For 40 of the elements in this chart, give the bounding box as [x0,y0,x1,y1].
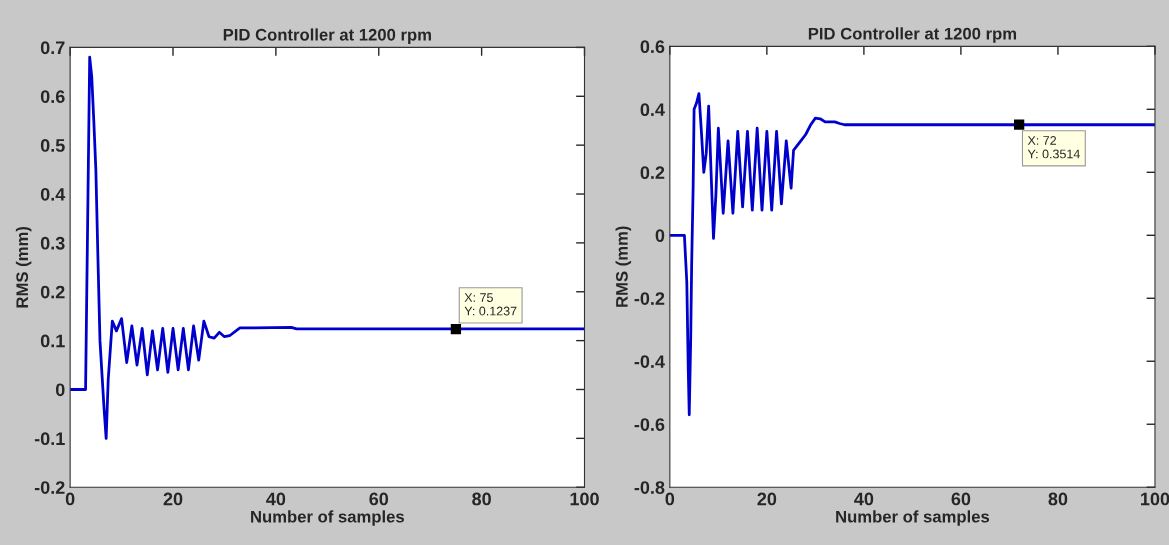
line-series [669,92,1155,417]
y-tick-label: 0.5 [40,139,65,152]
x-axis-title: Number of samples [836,510,990,526]
annotation: X: 75 Y: 0.1237 [464,293,517,316]
x-tick-label: 0 [665,492,675,506]
y-tick-label: 0.2 [40,285,65,299]
y-tick-label: 0.4 [40,187,66,201]
y-tick-label: -0.8 [634,481,665,494]
x-tick-label: 100 [1141,492,1169,506]
y-tick-label: -0.2 [34,481,65,494]
x-tick-label: 60 [951,492,971,506]
annotation: X: 72 Y: 0.3514 [1027,136,1080,159]
x-tick-label: 40 [266,492,286,506]
x-axis-title: Number of samples [251,510,404,526]
y-tick-label: 0.3 [40,236,65,250]
x-tick-label: 20 [163,492,183,506]
y-tick-label: 0.7 [40,41,65,55]
y-tick-label: 0.2 [640,166,665,180]
chart-title: PID Controller at 1200 rpm [808,27,1017,43]
y-axis-title: RMS (mm) [615,226,632,307]
y-tick-label: 0.4 [640,103,665,117]
y-tick-label: -0.6 [634,418,665,431]
y-tick-label: -0.2 [634,292,665,305]
chart-title: PID Controller at 1200 rpm [223,28,431,44]
y-tick-label: 0.1 [40,334,65,348]
y-tick-label: 0.6 [40,90,65,103]
x-tick-label: 80 [1048,492,1068,506]
x-tick-label: 40 [854,492,874,506]
x-tick-label: 100 [570,492,599,506]
x-tick-label: 0 [65,492,75,506]
y-tick-label: 0.6 [640,40,665,54]
y-tick-label: 0 [55,383,65,397]
y-tick-label: -0.4 [634,355,665,368]
x-tick-label: 80 [472,492,491,506]
y-tick-label: -0.1 [34,432,65,446]
line-series [70,55,585,440]
x-tick-label: 20 [757,492,777,506]
x-tick-label: 60 [369,492,389,506]
y-tick-label: 0 [655,229,665,242]
y-axis-title: RMS (mm) [15,226,32,308]
